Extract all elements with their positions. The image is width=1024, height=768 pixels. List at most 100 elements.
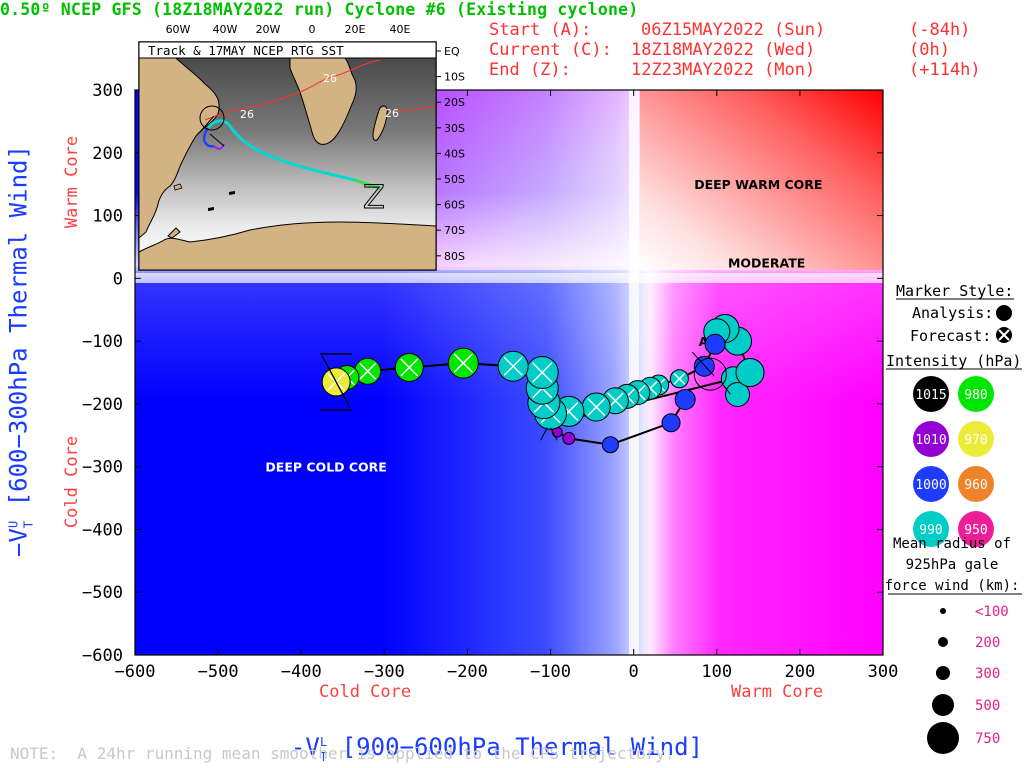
inset-lat-label: 10S xyxy=(444,71,465,84)
inset-lon-label: 60W xyxy=(166,23,191,36)
legend-intensity-swatch xyxy=(958,511,994,547)
y-tick-label: 300 xyxy=(92,81,123,101)
end-offset: (+114h) xyxy=(909,60,981,80)
x-axis-title-sub: T xyxy=(319,749,328,764)
forecast-marker xyxy=(669,369,689,389)
legend-radius-swatch xyxy=(932,694,954,716)
current-label: Current (C): xyxy=(489,40,612,60)
legend-analysis-marker xyxy=(996,305,1012,321)
y-tick-label: −500 xyxy=(82,583,123,603)
inset-lat-label: 80S xyxy=(444,250,465,263)
chart-title: 0.50º NCEP GFS (18Z18MAY2022 run) Cyclon… xyxy=(0,0,639,19)
inset-lat-label: 70S xyxy=(444,224,465,237)
y-tick-label: −100 xyxy=(82,332,123,352)
analysis-marker xyxy=(674,388,696,410)
inset-lat-label: 30S xyxy=(444,122,465,135)
current-time: 18Z18MAY2022 (Wed) xyxy=(631,40,816,60)
inset-lon-label: 40W xyxy=(213,23,238,36)
start-a-marker xyxy=(540,427,558,441)
x-tick-label: −400 xyxy=(281,662,322,682)
end-label: End (Z): xyxy=(489,60,571,80)
smoother-note: NOTE: A 24hr running mean smoother is ap… xyxy=(10,744,675,763)
legend-intensity-label: 950 xyxy=(964,523,987,538)
end-z-marker xyxy=(320,353,353,411)
analysis-marker xyxy=(691,351,731,395)
start-label: Start (A): xyxy=(489,20,592,40)
legend-radius-label: <100 xyxy=(975,604,1009,620)
forecast-marker xyxy=(394,352,424,382)
inset-lon-label: 20E xyxy=(345,23,366,36)
forecast-marker xyxy=(497,350,529,382)
inset-lon-label: 0 xyxy=(309,23,316,36)
region-label: MODERATE xyxy=(728,256,805,271)
y-axis-title-main: −V xyxy=(4,528,33,558)
forecast-marker xyxy=(447,347,479,379)
start-time: 06Z15MAY2022 (Sun) xyxy=(641,20,826,40)
legend-radius-swatch xyxy=(940,608,946,614)
legend-intensity-label: 960 xyxy=(964,478,987,493)
inset-lat-label: 20S xyxy=(444,96,465,109)
inset-lat-label: 40S xyxy=(444,147,465,160)
y-tick-label: 0 xyxy=(113,269,123,289)
sst-26c-isotherm xyxy=(204,59,381,121)
region-label: DEEP WARM CORE xyxy=(694,177,822,192)
legend-radius-title: force wind (km): xyxy=(885,578,1020,594)
legend-intensity-label: 1015 xyxy=(915,388,946,403)
y-tick-label: −400 xyxy=(82,520,123,540)
inset-track-map xyxy=(138,41,437,271)
inset-lat-label: 50S xyxy=(444,173,465,186)
x-tick-label: −500 xyxy=(198,662,239,682)
y-axis-title-sub: T xyxy=(21,520,36,529)
x-axis-title-main: -V xyxy=(290,733,320,761)
y-axis-title-sup: U xyxy=(6,520,21,528)
legend-intensity-label: 1010 xyxy=(915,433,946,448)
y-tick-label: −600 xyxy=(82,646,123,666)
forecast-marker xyxy=(581,392,611,422)
plot-frame xyxy=(134,89,884,656)
inset-lon-label: 40E xyxy=(390,23,411,36)
legend-radius-label: 300 xyxy=(975,666,1000,682)
y-tick-label: −300 xyxy=(82,458,123,478)
analysis-marker xyxy=(725,381,751,407)
legend-intensity-swatch xyxy=(958,421,994,457)
legend-intensity-swatch xyxy=(913,376,949,412)
x-tick-label: −200 xyxy=(447,662,488,682)
inset-title: Track & 17MAY NCEP RTG SST xyxy=(148,43,344,58)
analysis-marker xyxy=(661,413,681,433)
legend-intensity-swatch xyxy=(913,421,949,457)
legend-intensity-swatch xyxy=(913,511,949,547)
madagascar-landmass xyxy=(372,105,388,141)
x-tick-label: 100 xyxy=(701,662,732,682)
analysis-marker xyxy=(562,431,576,445)
y-tick-label: 200 xyxy=(92,144,123,164)
legend-radius-label: 200 xyxy=(975,635,1000,651)
legend-radius-label: 500 xyxy=(975,698,1000,714)
region-label: DEEP COLD CORE xyxy=(265,460,386,475)
analysis-marker xyxy=(704,333,726,355)
legend-intensity-label: 970 xyxy=(964,433,987,448)
x-tick-label: −600 xyxy=(115,662,156,682)
cyclone-trajectory xyxy=(320,314,765,454)
inset-end-marker: Z xyxy=(363,178,385,216)
x-side-label-right: Warm Core xyxy=(731,682,824,702)
inset-lat-label: EQ xyxy=(444,45,460,58)
legend-marker-style-title: Marker Style: xyxy=(896,282,1013,300)
antarctica-landmass xyxy=(139,221,436,270)
legend-intensity-label: 990 xyxy=(919,523,942,538)
legend-intensity-swatch xyxy=(958,376,994,412)
legend-intensity-title: Intensity (hPa): xyxy=(886,352,1024,370)
south-america-landmass xyxy=(139,58,220,239)
x-axis-title-sup: L xyxy=(320,735,328,749)
run-times-block: Start (A): 06Z15MAY2022 (Sun) (-84h) Cur… xyxy=(489,20,981,220)
inset-lon-label: 20W xyxy=(256,23,281,36)
legend-radius-label: 750 xyxy=(975,731,1000,747)
legend-forecast-label: Forecast: xyxy=(910,327,991,345)
legend-analysis-label: Analysis: xyxy=(912,304,993,322)
inset-isotherm-label: 26 xyxy=(323,72,337,85)
end-time: 12Z23MAY2022 (Mon) xyxy=(631,60,816,80)
legend-intensity-label: 1000 xyxy=(915,478,946,493)
y-tick-label: 100 xyxy=(92,207,123,227)
x-axis-title: -VTL [900−600hPa Thermal Wind] xyxy=(262,705,703,764)
x-tick-label: 200 xyxy=(785,662,816,682)
